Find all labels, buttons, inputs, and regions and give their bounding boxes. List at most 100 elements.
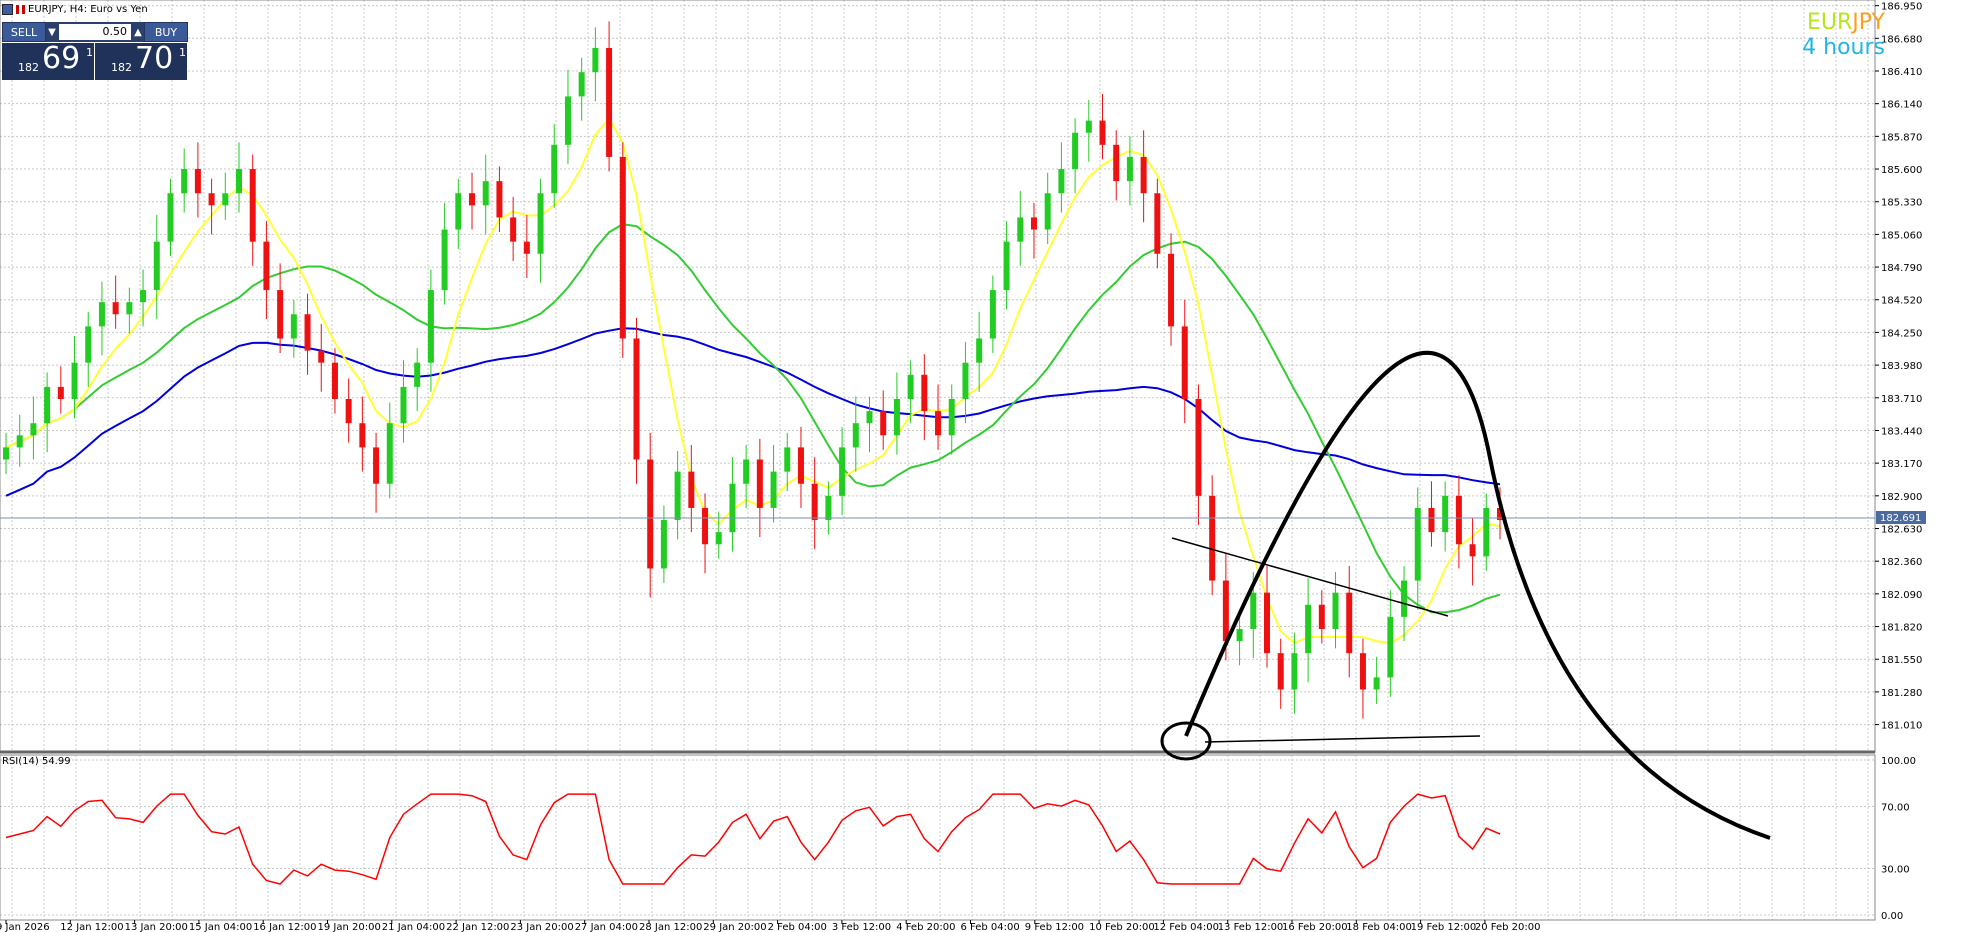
price-tick-label: 185.060 [1881, 230, 1922, 241]
window-title-bar: EURJPY, H4: Euro vs Yen [2, 4, 148, 15]
time-tick-label: 6 Feb 04:00 [961, 922, 1020, 932]
candle-body [989, 290, 996, 339]
candle-body [482, 181, 489, 206]
candle-body [606, 47, 613, 157]
candle-body [1387, 616, 1394, 678]
buy-price-big: 70 [135, 41, 174, 76]
candle-body [1099, 120, 1106, 145]
candle-body [126, 302, 133, 315]
ma-mid-path [5, 223, 1501, 614]
candle-body [619, 156, 626, 339]
time-tick-label: 9 Jan 2026 [0, 922, 50, 932]
rsi-path [5, 793, 1501, 885]
price-tick-label: 184.790 [1881, 263, 1922, 274]
candle-body [44, 386, 51, 424]
candle-body [1222, 580, 1229, 642]
rsi-tick-label: 70.00 [1881, 803, 1910, 814]
circle-annotation [1160, 721, 1212, 761]
candle-body [660, 520, 667, 569]
candle-body [1126, 156, 1133, 182]
candle-body [592, 47, 599, 73]
price-tick-label: 185.330 [1881, 198, 1922, 209]
candle-body [112, 302, 119, 315]
candle-body [290, 314, 297, 339]
candle-body [825, 495, 832, 521]
main-panel-border [0, 0, 1876, 753]
candle-body [880, 411, 887, 436]
time-tick-label: 19 Jan 20:00 [318, 922, 381, 932]
candle-body [564, 96, 571, 145]
candle-body [839, 447, 846, 496]
volume-down-icon[interactable]: ▼ [48, 26, 56, 38]
candle-body [1428, 507, 1435, 533]
candle-body [784, 447, 791, 472]
candle-body [1236, 628, 1243, 642]
candle-body [1250, 592, 1257, 629]
candle-body [318, 350, 325, 363]
time-tick-label: 9 Feb 12:00 [1025, 922, 1084, 932]
price-axis: 186.950 186.680 186.410 186.140 185.870 185.6… [1875, 2, 1922, 732]
projection-arc [1184, 350, 1771, 840]
price-tick-label: 181.280 [1881, 688, 1922, 699]
time-tick-label: 21 Jan 04:00 [382, 922, 445, 932]
candle-body [633, 338, 640, 460]
time-tick-label: 27 Jan 04:00 [575, 922, 638, 932]
time-tick-label: 12 Jan 12:00 [60, 922, 123, 932]
candle-body [1483, 507, 1490, 557]
price-tick-label: 183.980 [1881, 361, 1922, 372]
candle-body [3, 447, 9, 460]
candle-body [1373, 677, 1380, 690]
sell-button[interactable]: SELL [2, 22, 46, 42]
time-tick-label: 22 Jan 12:00 [446, 922, 509, 932]
buy-button[interactable]: BUY [144, 22, 188, 42]
time-tick-label: 10 Feb 20:00 [1089, 922, 1155, 932]
candle-body [537, 193, 544, 254]
candle-body [907, 374, 914, 399]
sell-price-big: 69 [42, 41, 81, 76]
candle-body [1209, 495, 1216, 581]
ma-slow-line [5, 327, 1501, 497]
buy-price-box[interactable]: 182 70 1 [95, 41, 187, 80]
time-tick-label: 18 Feb 04:00 [1346, 922, 1412, 932]
candle-body [948, 398, 955, 436]
price-tick-label: 182.360 [1881, 557, 1922, 568]
candle-body [1168, 253, 1175, 327]
ma-fast-line [5, 116, 1501, 645]
candle-body [98, 302, 105, 327]
rsi-tick-label: 0.00 [1881, 911, 1903, 922]
candle-body [1442, 495, 1449, 533]
candle-body [386, 423, 393, 484]
sell-price-box[interactable]: 182 69 1 [2, 41, 94, 80]
candle-body [866, 411, 873, 424]
candle-body [1332, 592, 1339, 629]
candle-body [400, 386, 407, 424]
candle-body [427, 290, 434, 363]
candle-body [510, 217, 517, 242]
candle-body [1401, 580, 1408, 617]
volume-input[interactable]: 0.50 [59, 24, 131, 40]
time-tick-label: 19 Feb 12:00 [1411, 922, 1477, 932]
candle-body [1346, 592, 1353, 654]
timeframe-label: 4 hours [1802, 35, 1885, 60]
volume-up-icon[interactable]: ▲ [134, 26, 142, 38]
sell-price-small: 182 [18, 61, 39, 74]
candle-body [1113, 144, 1120, 182]
grid [0, 0, 1875, 920]
candle-body [331, 362, 338, 399]
buy-price-sup: 1 [179, 46, 186, 59]
candle-body [249, 169, 256, 242]
price-tick-label: 186.140 [1881, 100, 1922, 111]
candle-body [551, 144, 558, 194]
trendline-upper [1171, 537, 1449, 617]
price-tick-label: 185.870 [1881, 132, 1922, 143]
price-tick-label: 181.010 [1881, 721, 1922, 732]
candle-body [345, 398, 352, 424]
candle-body [455, 193, 462, 230]
symbol-label: EURJPY 4 hours [1802, 10, 1885, 60]
candle-body [16, 435, 23, 448]
candle-body [893, 398, 900, 436]
candle-body [167, 193, 174, 242]
candle-body [729, 483, 736, 533]
candle-body [1058, 169, 1065, 194]
